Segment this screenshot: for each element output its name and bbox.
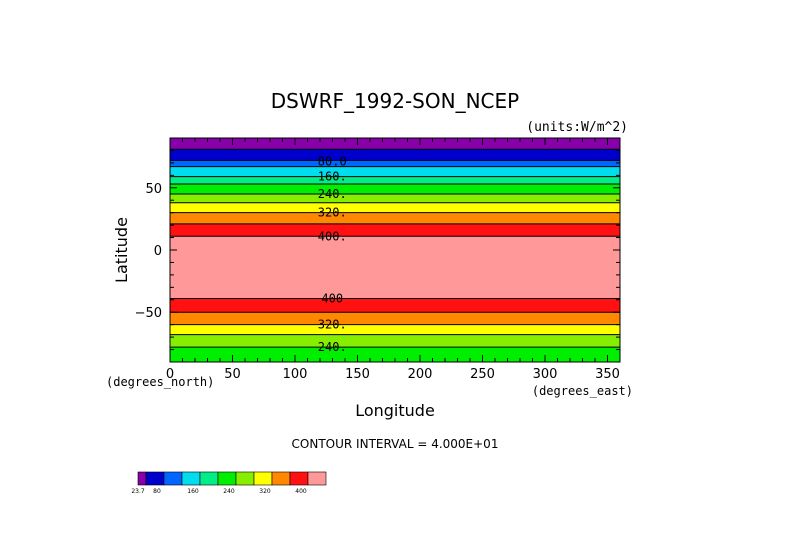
- contour-label-2: 240.: [318, 187, 347, 201]
- contour-interval-label: CONTOUR INTERVAL = 4.000E+01: [292, 437, 499, 451]
- colorbar-swatch-7: [253, 471, 273, 486]
- colorbar-swatch-6: [235, 471, 255, 486]
- colorbar-label: 23.7: [131, 488, 145, 495]
- contour-band-13: [170, 324, 620, 335]
- x-tick-label: 150: [345, 367, 370, 382]
- colorbar-label: 320: [259, 488, 271, 495]
- contour-band-6: [170, 194, 620, 203]
- contour-label-0: 80.0: [318, 155, 347, 169]
- contour-band-7: [170, 202, 620, 213]
- x-tick-label: 200: [408, 367, 433, 382]
- contour-band-9: [170, 223, 620, 237]
- contour-bands: [170, 138, 620, 362]
- y-axis: 50 0 −50: [135, 149, 620, 351]
- colorbar-swatch-9: [289, 471, 309, 486]
- contour-band-4: [170, 176, 620, 185]
- colorbar-swatch-8: [271, 471, 291, 486]
- contour-band-3: [170, 166, 620, 177]
- contour-label-6: 320.: [318, 318, 347, 332]
- colorbar-swatch-10: [307, 471, 327, 486]
- y-tick-label: 0: [154, 244, 162, 259]
- colorbar: 23.7 80 160 240 320 400: [131, 471, 327, 495]
- contour-label-4: 400.: [318, 229, 347, 243]
- x-tick-label: 100: [283, 367, 308, 382]
- colorbar-label: 240: [223, 488, 235, 495]
- colorbar-label: 160: [187, 488, 199, 495]
- x-unit-label: (degrees_east): [532, 384, 633, 398]
- x-tick-label: 0: [166, 367, 174, 382]
- contour-band-11: [170, 298, 620, 313]
- contour-band-14: [170, 334, 620, 348]
- contour-band-1: [170, 149, 620, 161]
- x-tick-label: 250: [470, 367, 495, 382]
- contour-label-1: 160.: [318, 170, 347, 184]
- contour-band-8: [170, 212, 620, 224]
- y-unit-label: (degrees_north): [106, 375, 214, 389]
- contour-label-5: 400: [321, 292, 343, 306]
- colorbar-swatch-1: [145, 471, 165, 486]
- contour-label-3: 320.: [318, 206, 347, 220]
- contour-band-12: [170, 312, 620, 325]
- y-axis-label: Latitude: [112, 217, 131, 283]
- contour-band-2: [170, 160, 620, 167]
- colorbar-label: 80: [153, 488, 161, 495]
- chart-title: DSWRF_1992-SON_NCEP: [271, 89, 519, 113]
- x-tick-label: 350: [595, 367, 620, 382]
- colorbar-swatch-5: [217, 471, 237, 486]
- contour-band-5: [170, 184, 620, 194]
- x-tick-label: 300: [533, 367, 558, 382]
- units-label: (units:W/m^2): [526, 120, 628, 135]
- contour-band-0: [170, 138, 620, 150]
- x-axis: 0 50 100 150 200 250 300 350: [166, 138, 620, 382]
- colorbar-swatch-3: [181, 471, 201, 486]
- colorbar-swatch-0: [137, 471, 147, 486]
- x-tick-label: 50: [224, 367, 241, 382]
- contour-band-10: [170, 236, 620, 299]
- y-tick-label: 50: [145, 182, 162, 197]
- x-axis-label: Longitude: [355, 401, 435, 420]
- y-tick-label: −50: [135, 306, 162, 321]
- colorbar-label: 400: [295, 488, 307, 495]
- contour-label-7: 240.: [318, 340, 347, 354]
- colorbar-swatch-2: [163, 471, 183, 486]
- colorbar-swatch-4: [199, 471, 219, 486]
